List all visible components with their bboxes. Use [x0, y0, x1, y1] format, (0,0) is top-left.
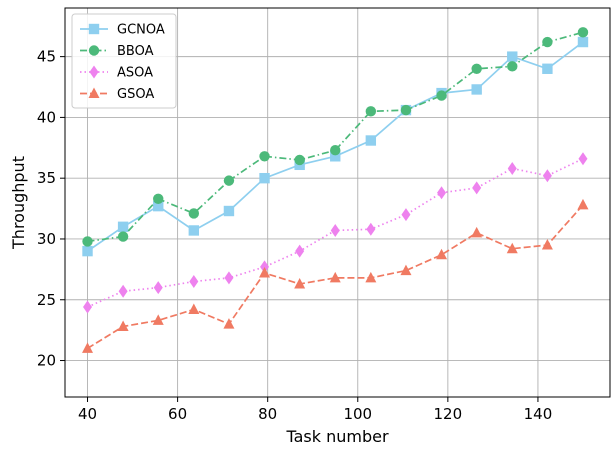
x-tick-label: 80 — [258, 405, 277, 423]
series-line-asoa — [87, 157, 584, 308]
data-point-gcnoa — [259, 172, 270, 184]
x-tick-label: 120 — [434, 405, 463, 423]
series-line-gsoa — [87, 204, 584, 350]
legend-item-bboa: BBOA — [80, 44, 154, 59]
data-point-asoa — [295, 244, 305, 258]
x-tick-label: 100 — [343, 405, 372, 423]
data-point-gsoa — [506, 242, 518, 254]
data-point-bboa — [259, 151, 270, 162]
data-point-bboa — [223, 175, 235, 186]
legend-item-gsoa: GSOA — [80, 87, 154, 102]
legend-marker-asoa — [89, 65, 99, 79]
data-point-bboa — [400, 104, 412, 116]
y-tick-label: 30 — [37, 230, 56, 248]
data-point-asoa — [83, 300, 93, 314]
series-asoa — [83, 152, 588, 314]
data-point-asoa — [437, 186, 447, 200]
legend-item-asoa: ASOA — [80, 65, 153, 81]
y-tick-label: 45 — [37, 48, 56, 66]
data-point-bboa — [577, 27, 589, 38]
data-point-asoa — [224, 271, 234, 285]
data-point-gcnoa — [507, 51, 518, 62]
legend-box — [71, 13, 177, 109]
x-tick-label: 140 — [524, 405, 553, 423]
data-point-gsoa — [436, 248, 448, 260]
legend-label-gcnoa: GCNOA — [117, 23, 165, 38]
data-point-gsoa — [541, 239, 553, 250]
data-point-gsoa — [294, 277, 306, 289]
data-point-bboa — [436, 90, 447, 101]
x-axis-label: Task number — [285, 427, 388, 446]
x-tick-label: 60 — [168, 405, 187, 423]
legend-marker-gsoa — [88, 87, 100, 98]
data-point-bboa — [507, 61, 518, 72]
data-point-gsoa — [259, 267, 271, 278]
data-point-asoa — [260, 260, 270, 274]
data-point-asoa — [578, 152, 588, 166]
y-axis-label: Throughput — [9, 156, 28, 250]
legend-marker-bboa — [88, 45, 100, 56]
data-point-gcnoa — [542, 63, 553, 74]
data-point-asoa — [401, 208, 411, 222]
y-tick-label: 20 — [37, 352, 56, 370]
plot-frame — [64, 7, 611, 398]
data-point-gsoa — [577, 198, 589, 210]
y-tick-label: 40 — [37, 108, 56, 126]
ticks: 40 60 80 100 120 140 20 25 30 35 40 45 — [37, 48, 552, 423]
data-point-bboa — [153, 193, 164, 205]
data-point-bboa — [542, 36, 553, 48]
x-tick-label: 40 — [78, 405, 97, 423]
data-point-gcnoa — [117, 221, 129, 233]
data-point-gsoa — [400, 264, 412, 276]
data-point-bboa — [188, 208, 200, 219]
data-point-gsoa — [152, 314, 164, 325]
data-point-gsoa — [188, 303, 200, 314]
data-point-gcnoa — [153, 200, 164, 212]
data-point-gsoa — [117, 320, 129, 331]
legend-marker-gcnoa — [88, 23, 100, 35]
data-point-asoa — [472, 181, 482, 195]
y-tick-label: 35 — [37, 169, 56, 187]
series-bboa — [82, 27, 589, 247]
legend-label-bboa: BBOA — [117, 44, 154, 59]
data-point-asoa — [542, 169, 552, 183]
data-point-gcnoa — [188, 225, 200, 236]
data-point-bboa — [117, 231, 129, 242]
data-point-bboa — [330, 145, 341, 156]
data-point-gsoa — [365, 271, 377, 283]
data-point-asoa — [330, 223, 340, 237]
data-point-asoa — [153, 281, 163, 295]
data-point-gcnoa — [82, 245, 93, 257]
data-point-bboa — [471, 63, 482, 74]
data-point-bboa — [365, 106, 377, 117]
legend-label-asoa: ASOA — [117, 66, 153, 81]
data-point-bboa — [82, 236, 93, 247]
series-line-bboa — [87, 31, 584, 243]
series-layer — [82, 27, 589, 353]
data-point-gsoa — [223, 318, 235, 329]
legend-label-gsoa: GSOA — [117, 87, 154, 102]
data-point-asoa — [366, 222, 376, 236]
data-point-gcnoa — [471, 84, 482, 95]
series-gsoa — [82, 198, 589, 353]
y-tick-label: 25 — [37, 291, 56, 309]
data-point-bboa — [294, 154, 305, 166]
data-point-gcnoa — [365, 135, 377, 146]
data-point-asoa — [189, 275, 199, 289]
data-point-gcnoa — [577, 36, 589, 48]
data-point-gcnoa — [223, 205, 235, 217]
data-point-gsoa — [471, 226, 483, 238]
data-point-asoa — [118, 284, 128, 298]
legend: GCNOA BBOA ASOA GSOA — [71, 13, 177, 109]
legend-item-gcnoa: GCNOA — [80, 23, 165, 38]
data-point-gsoa — [329, 271, 341, 283]
data-point-asoa — [507, 161, 517, 175]
data-point-gsoa — [82, 342, 94, 353]
data-point-gcnoa — [330, 151, 341, 162]
